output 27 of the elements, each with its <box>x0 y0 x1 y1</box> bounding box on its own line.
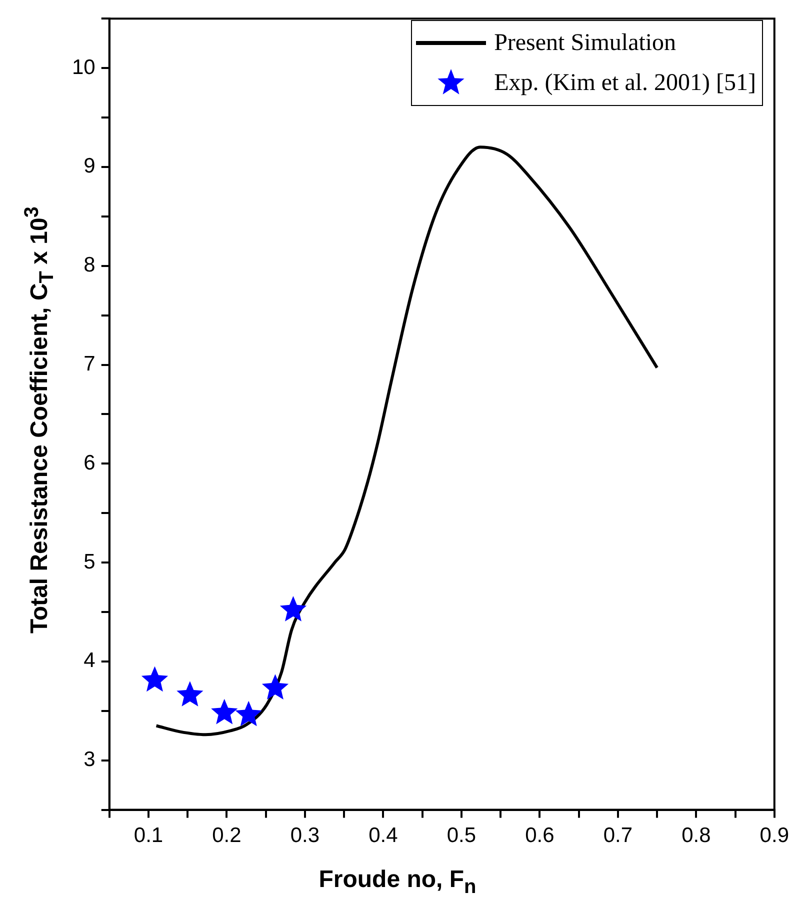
y-tick-label: 6 <box>84 451 96 474</box>
x-tick-label: 0.1 <box>134 824 164 848</box>
y-tick-label: 7 <box>84 352 96 376</box>
x-tick-label: 0.9 <box>760 824 790 848</box>
point <box>211 698 238 724</box>
y-tick-label: 3 <box>84 748 96 772</box>
x-tick-label: 0.8 <box>682 824 711 848</box>
y-tick-label: 10 <box>72 56 96 79</box>
point <box>176 681 204 706</box>
y-tick-label: 4 <box>84 649 96 672</box>
line-series <box>154 146 659 736</box>
x-tick-label: 0.6 <box>525 824 554 848</box>
x-tick-label: 0.3 <box>290 824 320 848</box>
x-axis-title: Froude no, F$_{n}$ <box>318 866 478 899</box>
point <box>262 674 289 700</box>
point <box>141 666 168 692</box>
y-tick-label: 5 <box>84 550 96 574</box>
y-tick-label: 8 <box>84 254 96 277</box>
x-tick-label: 0.2 <box>212 824 242 848</box>
point <box>235 700 262 726</box>
x-tick-label: 0.4 <box>368 824 398 848</box>
x-tick-label: 0.5 <box>446 824 476 848</box>
x-tick-label: 0.7 <box>603 824 633 848</box>
legend-label: Exp. (Kim et al. 2001) [51] <box>494 70 756 96</box>
legend-label: Present Simulation <box>494 30 676 56</box>
y-tick-label: 9 <box>84 154 96 178</box>
point <box>280 596 307 622</box>
